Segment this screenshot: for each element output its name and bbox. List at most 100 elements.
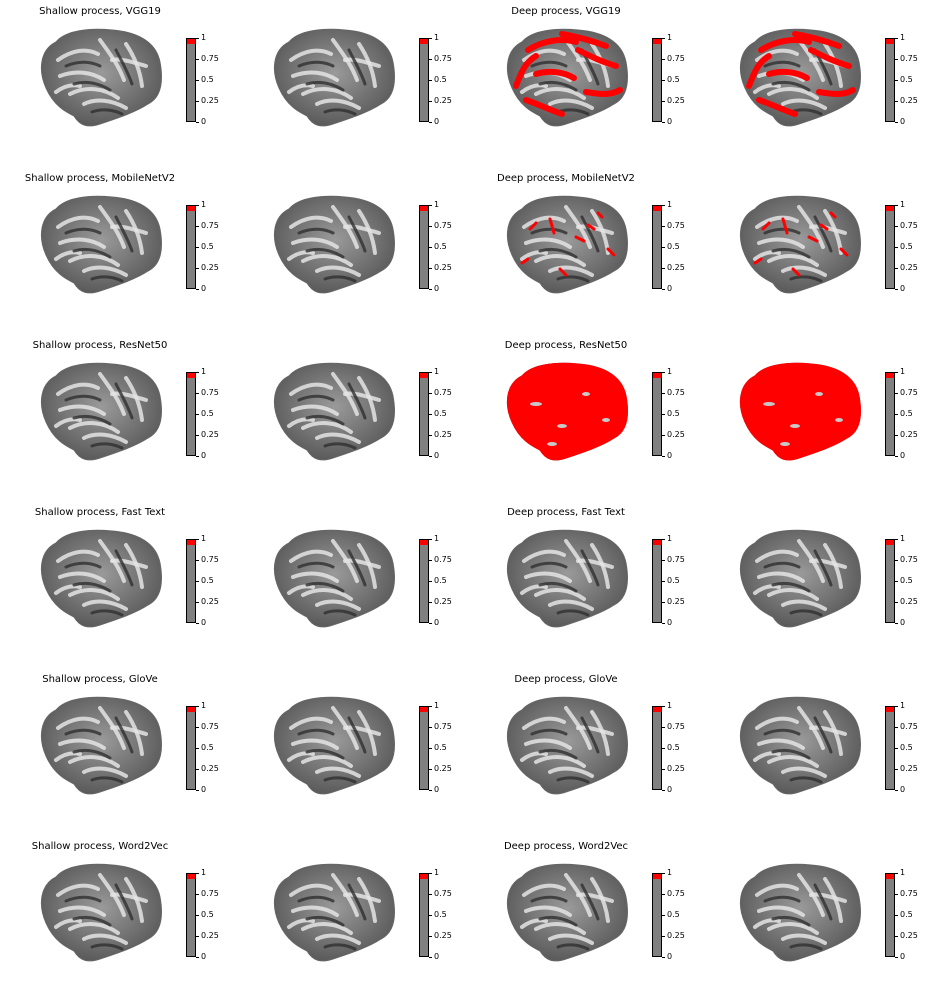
colorbar-tick [196,957,199,958]
colorbar-tick-label: 0.75 [900,388,918,397]
colorbar [419,873,429,957]
colorbar-top-band [420,874,428,879]
colorbar [652,539,662,623]
brain-surface [273,529,395,628]
colorbar [419,706,429,790]
colorbar-tick [895,602,898,603]
colorbar-tick-label: 0.5 [667,576,680,585]
colorbar-tick-label: 0.5 [201,242,214,251]
colorbar-tick-label: 1 [667,33,673,42]
colorbar-tick-label: 0.75 [667,388,685,397]
colorbar-top-band [653,707,661,712]
colorbar-tick [429,706,432,707]
colorbar-tick-label: 0.5 [201,576,214,585]
colorbar-tick [895,957,898,958]
colorbar-tick-label: 1 [900,33,906,42]
colorbar-tick [196,80,199,81]
colorbar-tick-label: 0 [667,618,673,627]
brain-surface [739,362,861,461]
colorbar-tick-label: 1 [201,200,207,209]
colorbar-tick-label: 0.75 [201,54,219,63]
colorbar-top-band [653,206,661,211]
brain-surface [506,28,628,127]
colorbar-tick-label: 0.5 [434,576,447,585]
colorbar-top-band [187,874,195,879]
colorbar [885,706,895,790]
panel-title: Deep process, ResNet50 [504,340,628,351]
colorbar-tick-label: 0.25 [201,263,219,272]
colorbar-tick [196,727,199,728]
panel-title: Shallow process, Fast Text [34,507,166,518]
colorbar-tick-label: 0.25 [900,597,918,606]
colorbar-tick [429,727,432,728]
colorbar-tick [662,560,665,561]
colorbar-tick [196,581,199,582]
colorbar-tick-label: 0.75 [434,722,452,731]
colorbar-tick-label: 0.5 [667,910,680,919]
colorbar-tick [662,873,665,874]
brain-surface [40,195,162,294]
colorbar-tick-label: 0.5 [667,242,680,251]
colorbar-tick [662,101,665,102]
colorbar-tick [429,957,432,958]
colorbar-tick [429,59,432,60]
brain-panel: Deep process, VGG19 1 0.75 0.5 0.25 0 [466,0,698,167]
brain-surface [506,195,628,294]
colorbar-tick [895,80,898,81]
colorbar-tick [196,706,199,707]
panel-title: Shallow process, VGG19 [39,6,161,17]
colorbar-tick-label: 1 [434,701,440,710]
colorbar-top-band [420,206,428,211]
colorbar-tick [429,456,432,457]
colorbar-tick [662,602,665,603]
panel-title: Deep process, VGG19 [511,6,621,17]
colorbar-tick [429,289,432,290]
colorbar-tick [662,581,665,582]
colorbar-tick-label: 0 [201,952,207,961]
colorbar [419,372,429,456]
colorbar-tick-label: 0.5 [434,409,447,418]
colorbar-tick-label: 0.5 [434,242,447,251]
colorbar-tick [429,602,432,603]
brain-surface [506,362,628,461]
colorbar-tick [429,581,432,582]
colorbar-tick-label: 0.75 [434,221,452,230]
colorbar-tick-label: 1 [434,868,440,877]
colorbar-tick-label: 1 [667,701,673,710]
colorbar-tick-label: 1 [434,367,440,376]
colorbar-tick [895,936,898,937]
brain-surface [273,28,395,127]
colorbar-tick [196,38,199,39]
colorbar [885,372,895,456]
colorbar-tick [196,59,199,60]
colorbar-tick-label: 0.5 [434,910,447,919]
brain-surface [273,696,395,795]
colorbar-tick [662,38,665,39]
colorbar-tick [895,706,898,707]
brain-panel: Deep process, Fast Text 1 0.75 0.5 0.25 0 [466,501,698,668]
colorbar-tick [662,226,665,227]
colorbar-tick-label: 0 [667,952,673,961]
brain-panel: Shallow process, GloVe 1 0.75 0.5 0.25 0 [0,668,232,835]
colorbar-tick-label: 0.25 [667,430,685,439]
colorbar-tick [429,623,432,624]
brain-panel: 1 0.75 0.5 0.25 0 [233,835,465,1002]
colorbar-tick [196,560,199,561]
colorbar-tick-label: 0.5 [667,409,680,418]
colorbar-tick [429,101,432,102]
colorbar [885,539,895,623]
colorbar-tick [895,101,898,102]
colorbar-tick-label: 0.75 [201,221,219,230]
colorbar-top-band [187,206,195,211]
colorbar [419,539,429,623]
colorbar-tick-label: 1 [201,367,207,376]
colorbar-tick [895,623,898,624]
colorbar-tick [895,581,898,582]
colorbar-tick-label: 0.75 [201,889,219,898]
brain-panel: 1 0.75 0.5 0.25 0 [699,835,928,1002]
colorbar-tick [662,727,665,728]
colorbar [652,38,662,122]
colorbar-tick-label: 0.25 [434,263,452,272]
colorbar [885,873,895,957]
colorbar-tick-label: 0.5 [201,75,214,84]
